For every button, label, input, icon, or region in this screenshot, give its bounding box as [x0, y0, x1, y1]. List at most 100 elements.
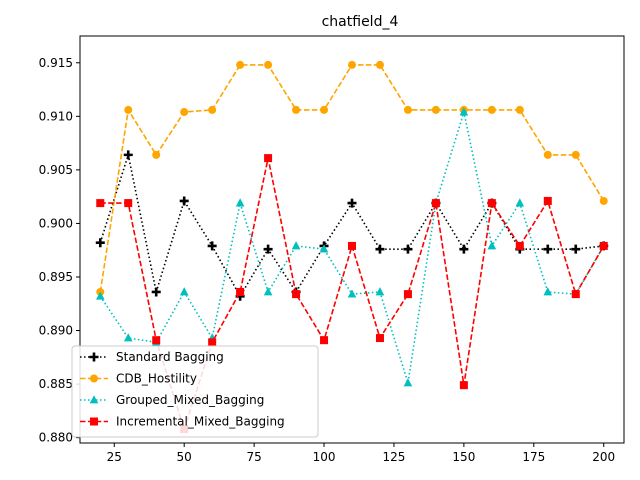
- data-point: [375, 244, 385, 254]
- x-tick-label: 150: [452, 450, 475, 464]
- y-tick-label: 0.880: [39, 431, 73, 445]
- data-point: [375, 60, 384, 69]
- data-point: [264, 60, 273, 69]
- data-point: [599, 241, 608, 250]
- x-tick-label: 75: [246, 450, 261, 464]
- data-point: [263, 244, 273, 254]
- x-tick-label: 25: [107, 450, 122, 464]
- data-point: [263, 287, 273, 296]
- data-point: [292, 290, 301, 299]
- plot-area: [95, 60, 609, 434]
- series-line: [99, 64, 605, 293]
- legend-label: CDB_Hostility: [116, 372, 197, 386]
- data-point: [515, 241, 524, 250]
- data-point: [123, 333, 133, 342]
- y-tick-label: 0.915: [39, 56, 73, 70]
- legend-entry-2: Grouped_Mixed_Bagging: [80, 393, 264, 407]
- data-point: [403, 244, 413, 254]
- data-point: [431, 105, 440, 114]
- data-point: [375, 334, 384, 343]
- data-point: [151, 287, 161, 297]
- data-point: [320, 105, 329, 114]
- y-tick-label: 0.900: [39, 216, 73, 230]
- series-1: [96, 60, 608, 296]
- data-point: [124, 105, 133, 114]
- y-tick-label: 0.890: [39, 324, 73, 338]
- data-point: [403, 290, 412, 299]
- y-tick-label: 0.910: [39, 109, 73, 123]
- data-point: [319, 244, 329, 253]
- x-tick-label: 175: [522, 450, 545, 464]
- y-tick-label: 0.905: [39, 163, 73, 177]
- data-point: [152, 336, 161, 345]
- data-point: [179, 287, 189, 296]
- data-point: [571, 244, 581, 254]
- data-point: [291, 241, 301, 250]
- data-point: [208, 105, 217, 114]
- data-point: [207, 241, 217, 251]
- data-point: [348, 241, 356, 250]
- data-point: [515, 105, 524, 114]
- data-point: [347, 289, 357, 298]
- data-point: [375, 287, 385, 296]
- data-point: [459, 107, 469, 116]
- data-point: [236, 287, 245, 296]
- data-point: [264, 154, 273, 163]
- data-point: [431, 199, 440, 208]
- data-point: [599, 196, 608, 205]
- data-point: [320, 336, 329, 345]
- x-tick-label: 50: [177, 450, 192, 464]
- y-tick-label: 0.895: [39, 270, 73, 284]
- data-point: [96, 199, 105, 208]
- axes: 25 50 75 100 125 150 175 200 0.880 0.885 0.890 0.89…: [39, 35, 625, 464]
- legend-box: [71, 345, 319, 438]
- legend-marker: [89, 395, 99, 404]
- data-point: [124, 199, 133, 208]
- legend-label: Incremental_Mixed_Bagging: [116, 415, 285, 429]
- legend-entry-1: CDB_Hostility: [80, 372, 197, 386]
- data-point: [543, 150, 552, 159]
- plot-frame: [79, 35, 625, 444]
- data-point: [487, 241, 497, 250]
- data-point: [235, 198, 245, 207]
- data-point: [95, 291, 105, 300]
- series-line: [99, 151, 604, 298]
- data-point: [459, 381, 468, 390]
- legend-entry-3: Incremental_Mixed_Bagging: [80, 415, 285, 429]
- data-point: [236, 60, 245, 69]
- legend-label: Standard Bagging: [116, 350, 224, 364]
- data-point: [123, 150, 133, 160]
- legend-marker: [90, 374, 98, 383]
- data-point: [180, 108, 189, 117]
- data-point: [179, 196, 189, 206]
- data-point: [571, 290, 580, 299]
- legend-label: Grouped_Mixed_Bagging: [116, 393, 264, 407]
- data-point: [487, 199, 496, 208]
- data-point: [543, 287, 553, 296]
- data-point: [459, 244, 469, 254]
- legend-marker: [89, 352, 99, 362]
- x-tick-label: 100: [313, 450, 336, 464]
- data-point: [292, 105, 301, 114]
- chart-title: chatfield_4: [322, 14, 399, 30]
- legend: Standard Bagging CDB_Hostility Grouped_Mix…: [71, 345, 319, 438]
- y-tick-label: 0.885: [39, 377, 73, 391]
- legend-entry-0: Standard Bagging: [80, 350, 224, 364]
- data-point: [348, 60, 356, 69]
- series-0: [95, 150, 609, 301]
- data-point: [403, 378, 413, 387]
- x-tick-label: 200: [592, 450, 615, 464]
- x-tick-label: 125: [383, 450, 406, 464]
- data-point: [95, 238, 105, 248]
- data-point: [543, 244, 553, 254]
- data-point: [347, 198, 357, 208]
- data-point: [571, 150, 580, 159]
- data-point: [487, 105, 496, 114]
- data-point: [208, 338, 217, 347]
- legend-marker: [90, 417, 98, 426]
- data-point: [403, 105, 412, 114]
- data-point: [515, 198, 525, 207]
- data-point: [152, 150, 161, 159]
- data-point: [543, 196, 552, 205]
